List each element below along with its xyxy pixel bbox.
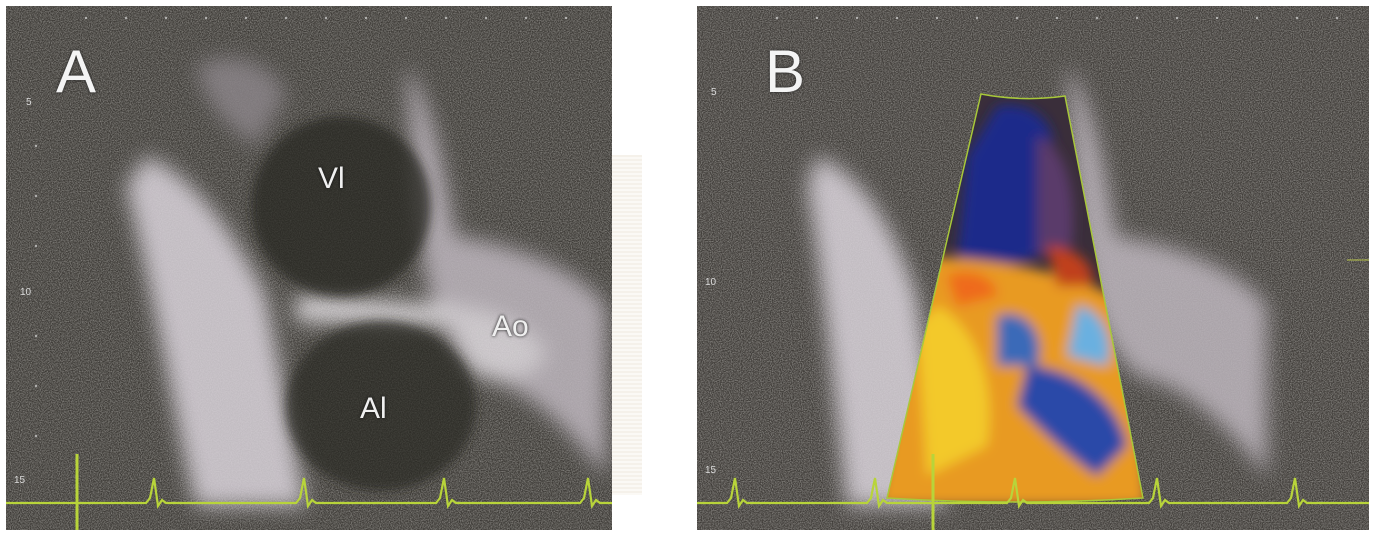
depth-tick-15-a: 15 bbox=[14, 475, 26, 486]
scan-margin-strip bbox=[612, 155, 642, 495]
depth-tick-10-b: 10 bbox=[705, 277, 717, 288]
echo-image-a bbox=[6, 6, 612, 530]
echo-image-b bbox=[697, 6, 1369, 530]
depth-tick-5-a: 5 bbox=[26, 97, 32, 108]
panel-letter-a: A bbox=[56, 38, 97, 105]
label-aorta: Ao bbox=[492, 310, 529, 343]
depth-tick-5-b: 5 bbox=[711, 87, 717, 98]
panel-letter-b: B bbox=[765, 38, 806, 105]
echo-panel-b: B 5 10 15 bbox=[697, 6, 1369, 530]
depth-tick-15-b: 15 bbox=[705, 465, 717, 476]
ecg-trace-b bbox=[697, 454, 1369, 530]
depth-tick-10-a: 10 bbox=[20, 287, 32, 298]
ecg-trace-a bbox=[6, 454, 612, 530]
label-left-atrium: Al bbox=[360, 392, 387, 425]
echo-panel-a: A Vl Ao Al 5 10 15 bbox=[6, 6, 612, 530]
label-left-ventricle: Vl bbox=[318, 162, 345, 195]
